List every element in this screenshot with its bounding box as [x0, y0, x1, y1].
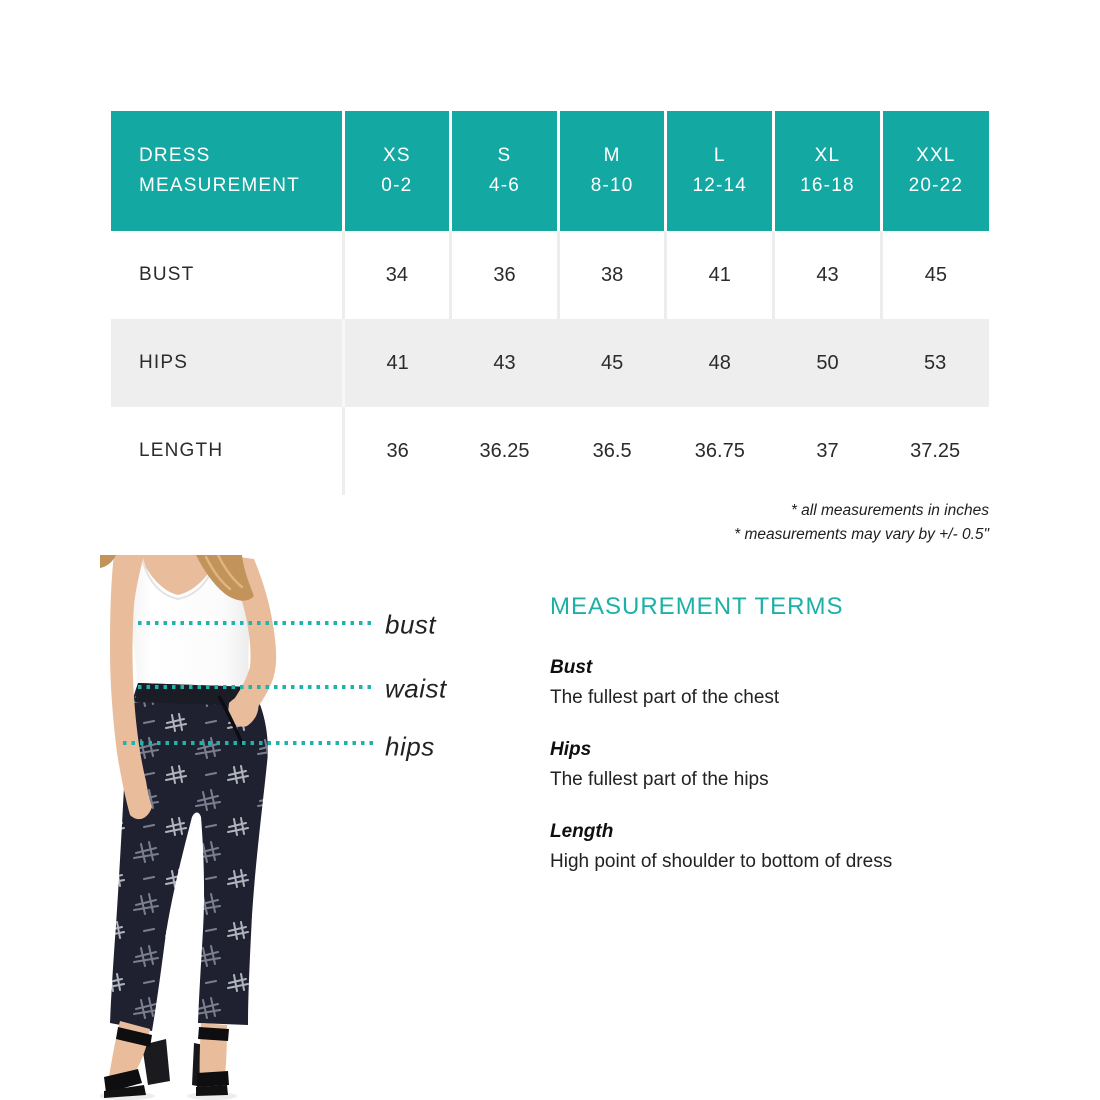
bust-line-label: bust: [385, 609, 437, 640]
measurement-terms-heading: MEASUREMENT TERMS: [550, 593, 844, 620]
bust-xs: 34: [343, 231, 453, 319]
length-xs: 36: [343, 407, 451, 495]
size-code: M: [603, 145, 621, 166]
size-range: 8-10: [590, 175, 634, 196]
hips-xxl: 53: [881, 319, 989, 407]
measurement-terms-section: MEASUREMENT TERMS Bust The fullest part …: [550, 593, 1020, 903]
model-left-shoe: [104, 1021, 170, 1098]
length-xxl: 37.25: [881, 407, 989, 495]
hips-s: 43: [450, 319, 559, 407]
size-chart-table: DRESS MEASUREMENT XS 0-2 S 4-6 M 8-10 L: [111, 111, 989, 495]
term-definition-bust: The fullest part of the chest: [550, 687, 780, 708]
column-header-l: L 12-14: [665, 111, 776, 231]
size-range: 12-14: [692, 175, 748, 196]
term-name-bust: Bust: [550, 657, 593, 678]
term-item-bust: Bust The fullest part of the chest: [550, 657, 1020, 710]
length-l: 36.75: [665, 407, 774, 495]
term-name-length: Length: [550, 821, 614, 842]
table-title-line2: MEASUREMENT: [139, 175, 300, 196]
size-range: 16-18: [800, 175, 855, 196]
bust-xl: 43: [773, 231, 883, 319]
table-title-line1: DRESS: [139, 145, 211, 166]
bust-dotted-line: [138, 621, 374, 625]
term-definition-length: High point of shoulder to bottom of dres…: [550, 851, 893, 872]
bust-m: 38: [558, 231, 668, 319]
bust-xxl: 45: [881, 231, 989, 319]
waist-line-label: waist: [385, 673, 447, 704]
hips-dotted-line: [123, 741, 374, 745]
hips-l: 48: [665, 319, 774, 407]
table-row-bust: BUST 34 36 38 41 43 45: [111, 231, 989, 319]
model-hair: [100, 555, 254, 601]
length-xl: 37: [773, 407, 882, 495]
size-code: XS: [382, 145, 411, 166]
bust-l: 41: [665, 231, 776, 319]
table-title-cell: DRESS MEASUREMENT: [111, 111, 345, 231]
size-chart-header-row: DRESS MEASUREMENT XS 0-2 S 4-6 M 8-10 L: [111, 111, 989, 231]
model-right-shoe: [192, 1023, 229, 1096]
term-item-hips: Hips The fullest part of the hips: [550, 739, 1020, 792]
model-left-arm: [110, 555, 152, 820]
waist-dotted-line: [138, 685, 374, 689]
size-code: S: [497, 145, 512, 166]
size-range: 0-2: [381, 175, 413, 196]
column-header-xxl: XXL 20-22: [881, 111, 989, 231]
hips-m: 45: [558, 319, 666, 407]
column-header-xl: XL 16-18: [773, 111, 883, 231]
column-header-m: M 8-10: [558, 111, 668, 231]
size-range: 20-22: [908, 175, 964, 196]
model-neck-skin: [140, 555, 218, 595]
footnote-variance: * measurements may vary by +/- 0.5": [734, 526, 989, 543]
row-label-length: LENGTH: [111, 407, 345, 495]
table-row-length: LENGTH 36 36.25 36.5 36.75 37 37.25: [111, 407, 989, 495]
length-s: 36.25: [450, 407, 559, 495]
row-label-hips: HIPS: [111, 319, 345, 407]
term-definition-hips: The fullest part of the hips: [550, 769, 769, 790]
hips-xl: 50: [773, 319, 882, 407]
bust-s: 36: [450, 231, 560, 319]
model-right-arm: [224, 555, 277, 716]
size-range: 4-6: [488, 175, 521, 196]
size-code: XXL: [916, 145, 956, 166]
table-row-hips: HIPS 41 43 45 48 50 53: [111, 319, 989, 407]
footnote-units: * all measurements in inches: [790, 502, 989, 519]
hips-xs: 41: [343, 319, 451, 407]
size-code: L: [713, 145, 726, 166]
term-item-length: Length High point of shoulder to bottom …: [550, 821, 1020, 874]
footnotes: * all measurements in inches * measureme…: [734, 499, 989, 547]
row-label-bust: BUST: [111, 231, 345, 319]
length-m: 36.5: [558, 407, 666, 495]
column-header-s: S 4-6: [450, 111, 560, 231]
size-code: XL: [814, 145, 841, 166]
hips-line-label: hips: [385, 731, 435, 762]
term-name-hips: Hips: [550, 739, 592, 760]
model-photo: [100, 555, 380, 1100]
column-header-xs: XS 0-2: [343, 111, 453, 231]
